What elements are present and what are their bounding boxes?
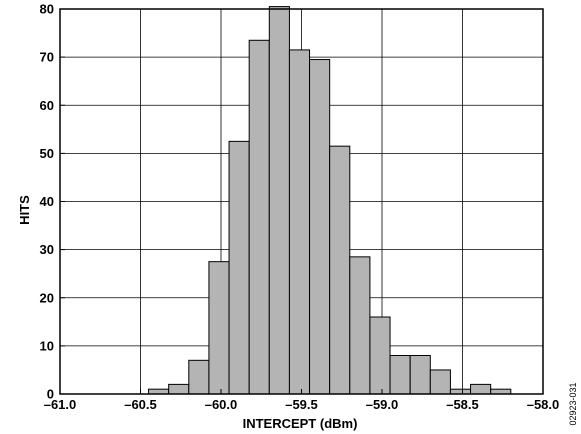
- y-tick-label: 30: [40, 242, 54, 257]
- y-tick-label: 70: [40, 50, 54, 65]
- histogram-bar: [329, 145, 351, 395]
- histogram-bar: [309, 59, 331, 395]
- x-tick-label: –58.5: [446, 397, 479, 412]
- histogram-bar: [208, 261, 230, 395]
- y-axis-tick-labels: 0 10 20 30 40 50 60 70 80: [40, 2, 65, 402]
- histogram-bar: [470, 383, 492, 395]
- histogram-bar: [248, 39, 270, 395]
- y-tick-label: 60: [40, 98, 54, 113]
- histogram-bar: [429, 369, 451, 395]
- x-tick-label: –58.0: [527, 397, 560, 412]
- y-tick-label: 50: [40, 146, 54, 161]
- y-tick-label: 40: [40, 194, 54, 209]
- x-tick-label: –60.5: [124, 397, 157, 412]
- histogram-bar: [349, 256, 371, 395]
- histogram-bar: [409, 355, 431, 395]
- histogram-bar: [369, 316, 391, 395]
- x-tick-label: –61.0: [44, 397, 77, 412]
- y-tick-label: 80: [40, 2, 54, 17]
- histogram-bar: [188, 359, 210, 395]
- x-axis-title: INTERCEPT (dBm): [243, 416, 358, 431]
- histogram-bar: [268, 6, 290, 395]
- y-tick-label: 10: [40, 338, 54, 353]
- x-tick-label: –60.0: [205, 397, 238, 412]
- x-tick-label: –59.0: [366, 397, 399, 412]
- histogram-bar: [228, 140, 250, 395]
- x-tick-label: –59.5: [285, 397, 318, 412]
- histogram-bars: [148, 6, 512, 395]
- y-tick-label: 20: [40, 290, 54, 305]
- figure-id-label: 02923-031: [568, 382, 578, 425]
- histogram-bar: [389, 355, 411, 395]
- x-axis-tick-labels: –61.0 –60.5 –60.0 –59.5 –59.0 –58.5 –58.0: [44, 389, 560, 412]
- y-tick-label: 0: [47, 387, 54, 402]
- y-axis-title: HITS: [17, 195, 32, 225]
- histogram-bar: [288, 49, 311, 395]
- histogram-bar: [168, 383, 190, 395]
